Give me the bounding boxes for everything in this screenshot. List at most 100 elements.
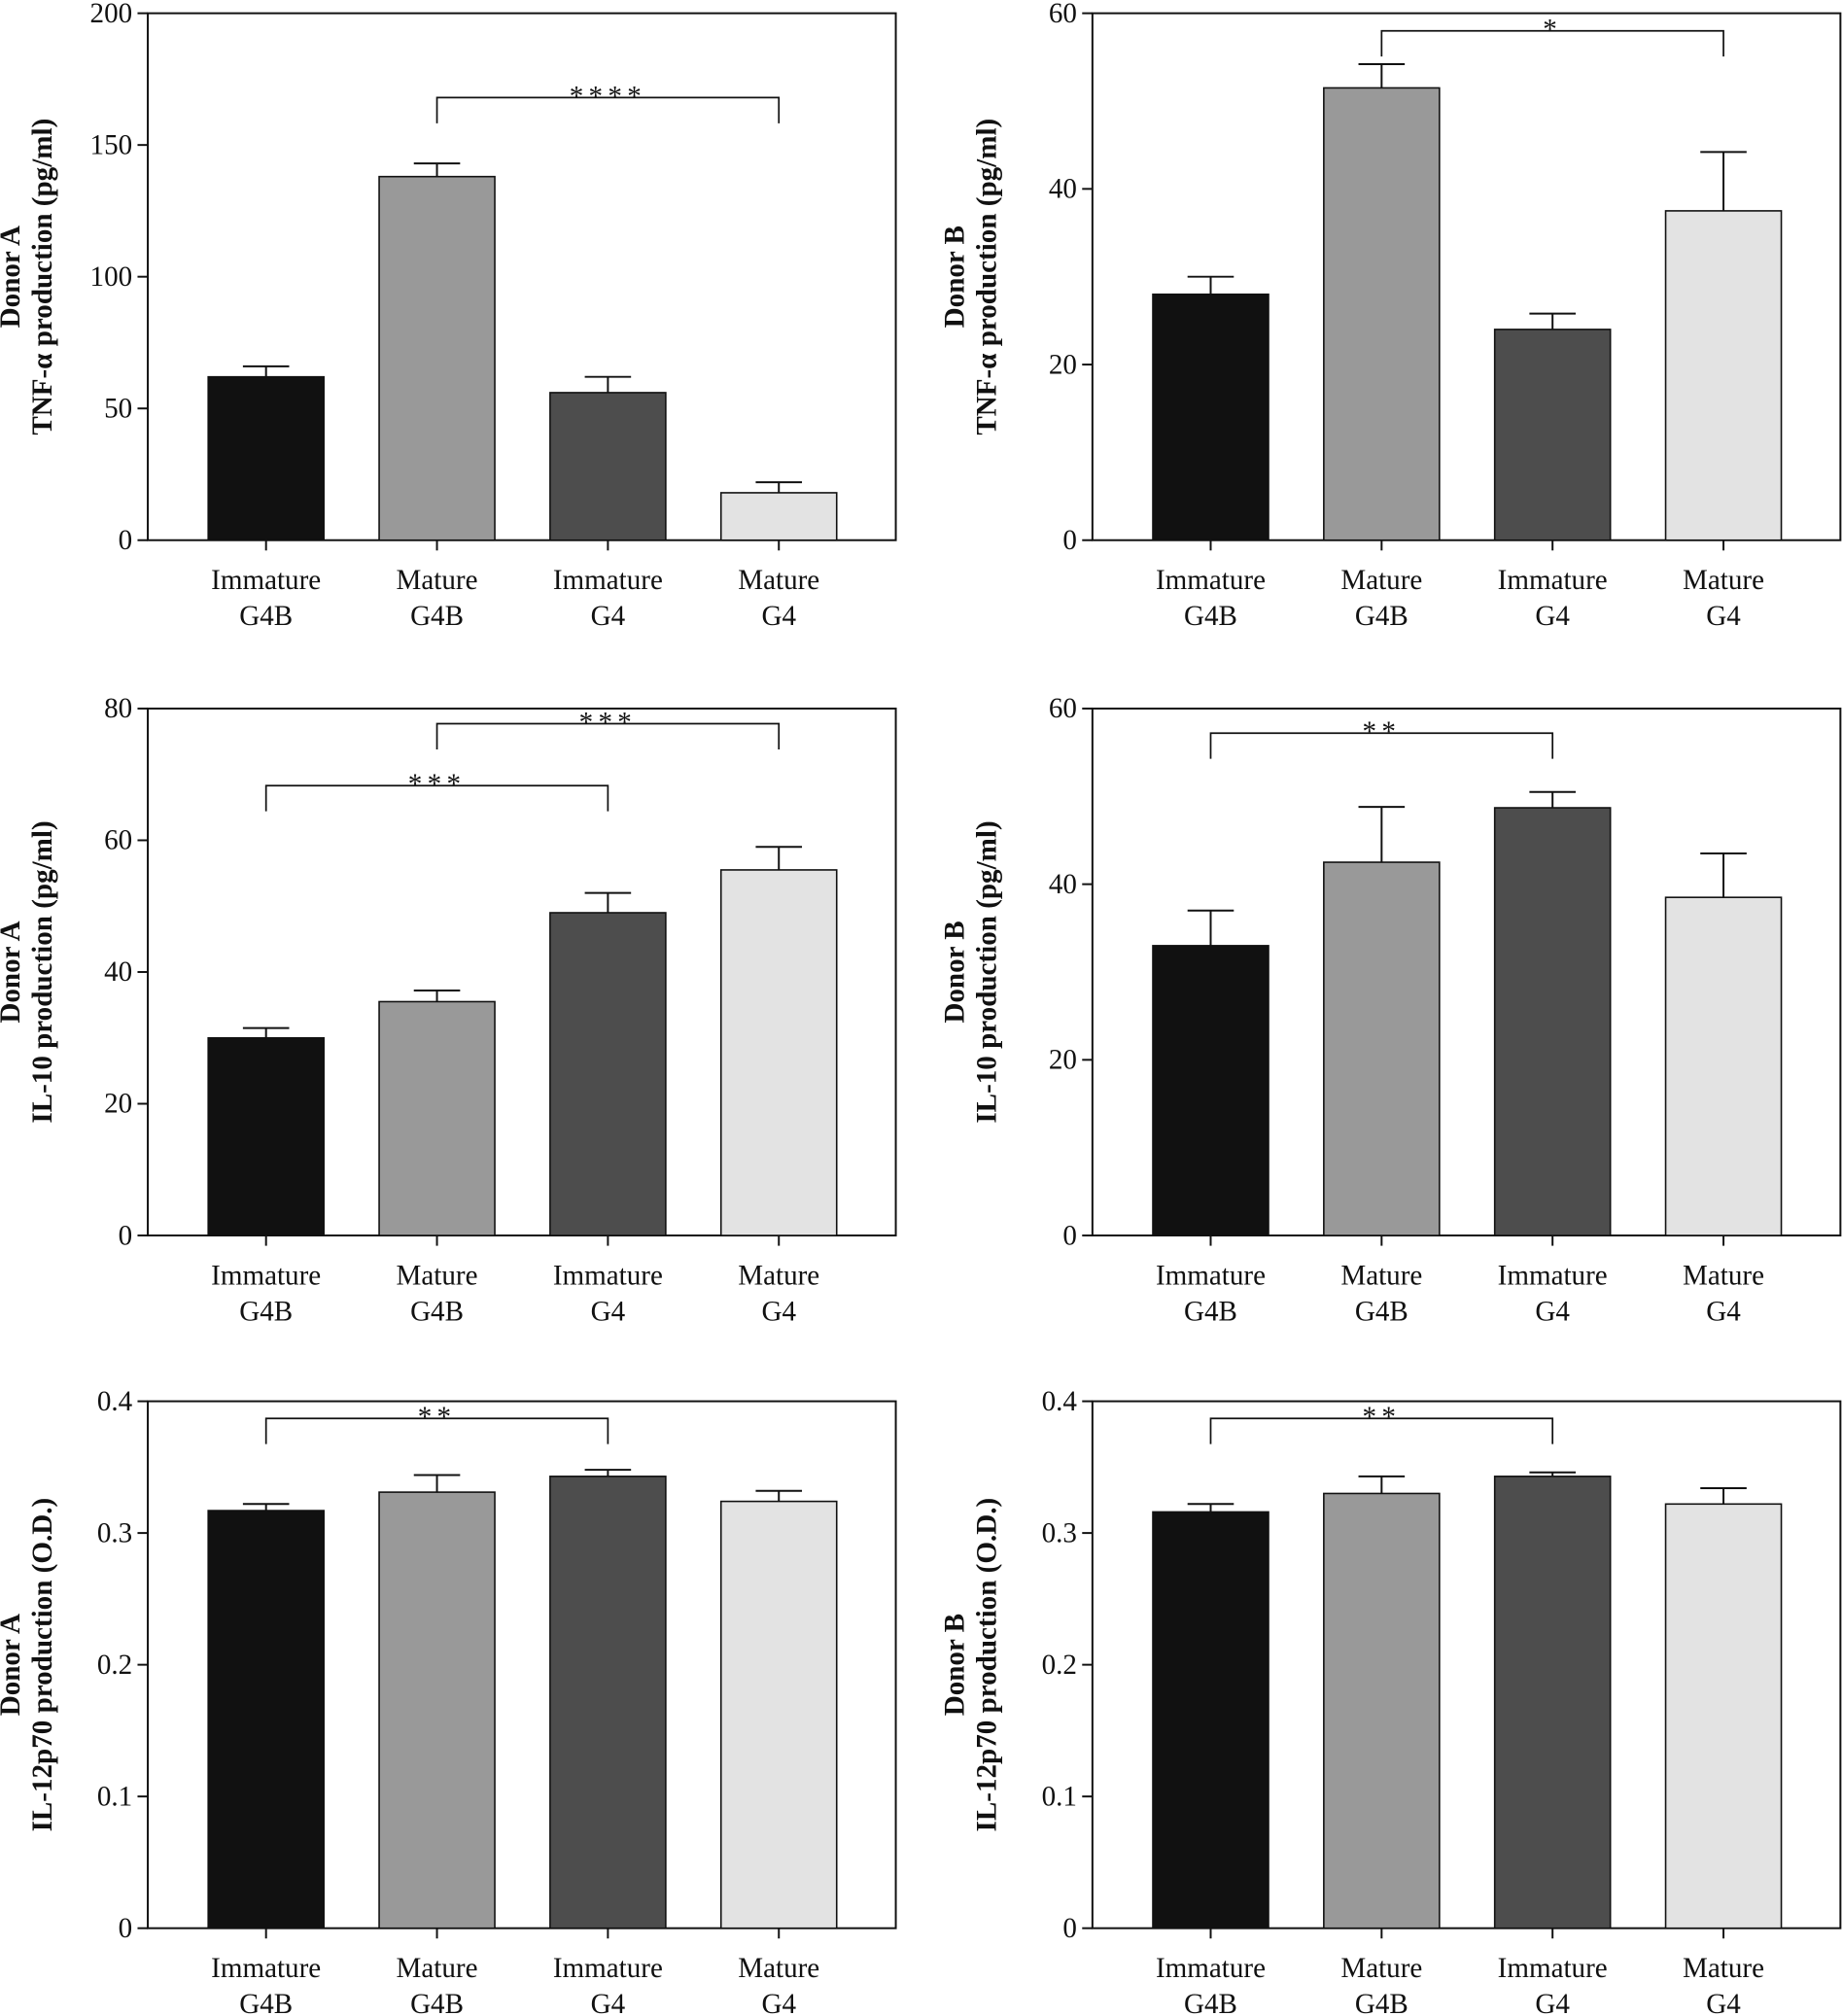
y-tick-label: 100 [90,261,133,293]
y-tick-label: 0.1 [1042,1781,1077,1812]
bar [1323,861,1441,1236]
error-bar [1187,275,1234,295]
plot-frame [147,707,897,1237]
error-bar [755,846,803,870]
error-bar [242,1026,290,1038]
error-bar [755,1489,803,1502]
significance-bracket [1209,1417,1554,1444]
panel: 0 0.1 0.2 0.3 0.4 Donor AIL-12p70 production … [0,1386,897,2016]
bar [378,1491,496,1929]
x-tick-label: G4 [761,601,796,632]
bar [549,1476,667,1929]
bar [1323,1492,1441,1929]
y-tick-label: 0.2 [1042,1650,1077,1681]
bar [1152,293,1269,541]
bar [207,1510,325,1929]
x-tick-label: G4 [1535,601,1570,632]
x-tick-label: Mature [738,565,819,596]
x-tick-label: Immature [211,1953,321,1984]
y-tick-label: 0 [119,525,133,556]
x-tick-label: G4B [410,1296,464,1327]
x-tick-label: G4B [410,1989,464,2016]
bar [1323,87,1441,541]
x-tick-label: G4B [1355,601,1408,632]
bar [549,392,667,541]
x-tick-label: Mature [1683,565,1764,596]
plot-frame [1091,12,1842,541]
error-bar [1529,1471,1576,1477]
significance-bracket [264,1417,609,1444]
bar [719,492,838,541]
plot-frame [1091,707,1842,1237]
x-tick-label: Immature [1498,1260,1608,1291]
bar [1493,1476,1612,1929]
bar [719,1500,838,1929]
x-tick-label: Mature [738,1260,819,1291]
y-tick-label: 80 [104,693,132,724]
bar [1664,1503,1783,1929]
bar [1152,1511,1269,1929]
x-tick-label: G4B [239,1296,293,1327]
y-tick-label: 0 [1062,1913,1077,1944]
y-axis-label: Donor B [940,226,971,328]
error-bar [413,162,461,177]
bar [719,869,838,1236]
error-bar [1700,151,1747,211]
y-axis-label: TNF-α production (pg/ml) [972,119,1003,435]
error-bar [1700,1487,1747,1505]
x-tick-label: G4 [591,1296,626,1327]
x-tick-label: G4B [239,1989,293,2016]
x-tick-label: G4B [1355,1296,1408,1327]
y-tick-label: 40 [1049,869,1077,900]
significance-label: *** [579,707,637,738]
plot-frame [147,1400,897,1929]
x-tick-label: Mature [1340,1953,1422,1984]
x-tick-label: Immature [1156,565,1266,596]
x-tick-label: Immature [553,1260,663,1291]
y-tick-label: 0 [1062,525,1077,556]
error-bar [1187,1503,1234,1512]
x-tick-label: G4 [1535,1296,1570,1327]
y-tick-label: 0.1 [97,1781,132,1812]
x-tick-label: Immature [211,1260,321,1291]
x-tick-label: G4 [761,1296,796,1327]
error-bar [755,481,803,493]
significance-bracket [1209,732,1554,759]
x-tick-label: Immature [553,1953,663,1984]
error-bar [413,1474,461,1493]
y-axis-label: Donor B [940,921,971,1023]
error-bar [1358,63,1406,88]
y-tick-label: 20 [1049,1045,1077,1076]
bar [378,175,496,541]
panel: 0 20 40 60 80 Donor AIL-10 production (pg/ml)… [0,693,897,1327]
x-tick-label: Immature [1156,1260,1266,1291]
x-tick-label: Mature [1340,565,1422,596]
panel: 0 20 40 60 Donor B IL-10 production (pg/ml) Im… [940,693,1842,1327]
error-bar [1358,1475,1406,1494]
significance-label: ** [418,1402,457,1433]
x-tick-label: Immature [1498,1953,1608,1984]
bar [1493,807,1612,1236]
y-tick-label: 0.3 [1042,1517,1077,1548]
plot-frame [147,12,897,541]
y-tick-label: 60 [1049,0,1077,29]
significance-label: **** [570,81,646,112]
error-bar [1529,312,1576,330]
x-tick-label: G4B [1184,1989,1237,2016]
error-bar [242,1503,290,1512]
x-tick-label: G4B [1184,1296,1237,1327]
bar [207,1036,325,1236]
significance-label: ** [1363,1402,1402,1433]
y-tick-label: 60 [1049,693,1077,724]
y-axis-label: Donor A [0,226,26,328]
significance-bracket [435,96,781,123]
error-bar [1187,909,1234,946]
error-bar [242,365,290,377]
error-bar [584,1469,632,1477]
panel: 0 50 100 150 200 Donor ATNF-α production (pg/… [0,0,897,632]
y-axis-label: TNF-α production (pg/ml) [27,119,58,435]
panel: 0 0.1 0.2 0.3 0.4 Donor B IL-12p70 production … [940,1386,1842,2016]
y-tick-label: 150 [90,129,133,160]
y-tick-label: 0.3 [97,1517,132,1548]
